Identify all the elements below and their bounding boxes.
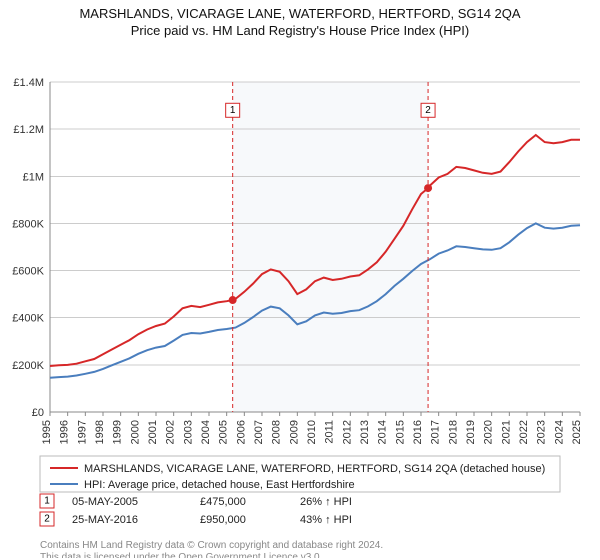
y-tick-label: £800K xyxy=(12,218,44,230)
legend-label: HPI: Average price, detached house, East… xyxy=(84,479,355,491)
chart-svg: £0 £200K £400K £600K £800K £1M £1.2M £1.4M 1995 1… xyxy=(0,38,600,558)
title-line-2: Price paid vs. HM Land Registry's House … xyxy=(0,23,600,38)
x-tick-label: 1997 xyxy=(76,420,88,444)
footer-line-2: This data is licensed under the Open Gov… xyxy=(40,552,322,558)
x-tick-label: 2015 xyxy=(394,420,406,444)
sale-number: 2 xyxy=(44,514,50,525)
x-tick-label: 2022 xyxy=(518,420,530,444)
x-tick-label: 2011 xyxy=(324,420,336,444)
shaded-band xyxy=(233,82,428,412)
marker-label-text: 1 xyxy=(230,105,236,116)
marker-dot xyxy=(229,296,237,304)
x-tick-label: 2023 xyxy=(536,420,548,444)
x-tick-label: 1995 xyxy=(41,420,53,444)
x-tick-label: 2004 xyxy=(200,420,212,444)
title-block: MARSHLANDS, VICARAGE LANE, WATERFORD, HE… xyxy=(0,0,600,38)
footer-line-1: Contains HM Land Registry data © Crown c… xyxy=(40,540,383,551)
y-tick-label: £1M xyxy=(23,171,44,183)
x-tick-label: 2013 xyxy=(359,420,371,444)
x-tick-label: 1996 xyxy=(59,420,71,444)
x-tick-label: 2019 xyxy=(465,420,477,444)
x-tick-label: 2005 xyxy=(218,420,230,444)
marker-label-text: 2 xyxy=(425,105,431,116)
x-tick-label: 1999 xyxy=(112,420,124,444)
x-tick-label: 2001 xyxy=(147,420,159,444)
sale-date: 05-MAY-2005 xyxy=(72,496,138,508)
chart-container: MARSHLANDS, VICARAGE LANE, WATERFORD, HE… xyxy=(0,0,600,560)
x-tick-label: 2012 xyxy=(341,420,353,444)
x-tick-label: 1998 xyxy=(94,420,106,444)
sale-date: 25-MAY-2016 xyxy=(72,514,138,526)
y-tick-label: £1.2M xyxy=(13,124,44,136)
x-tick-label: 2010 xyxy=(306,420,318,444)
x-tick-label: 2014 xyxy=(377,420,389,444)
y-tick-label: £600K xyxy=(12,266,44,278)
marker-dot xyxy=(424,184,432,192)
sale-price: £475,000 xyxy=(200,496,246,508)
x-tick-label: 2003 xyxy=(182,420,194,444)
x-tick-label: 2007 xyxy=(253,420,265,444)
y-tick-label: £200K xyxy=(12,360,44,372)
x-tick-label: 2006 xyxy=(235,420,247,444)
x-tick-label: 2008 xyxy=(271,420,283,444)
y-tick-label: £0 xyxy=(32,407,44,419)
sale-diff: 26% ↑ HPI xyxy=(300,496,352,508)
sale-number: 1 xyxy=(44,496,50,507)
x-tick-label: 2017 xyxy=(430,420,442,444)
y-tick-label: £400K xyxy=(12,313,44,325)
x-tick-label: 2000 xyxy=(129,420,141,444)
x-tick-label: 2009 xyxy=(288,420,300,444)
x-tick-label: 2020 xyxy=(483,420,495,444)
x-tick-label: 2002 xyxy=(165,420,177,444)
title-line-1: MARSHLANDS, VICARAGE LANE, WATERFORD, HE… xyxy=(0,6,600,21)
sale-price: £950,000 xyxy=(200,514,246,526)
x-tick-label: 2021 xyxy=(500,420,512,444)
legend-label: MARSHLANDS, VICARAGE LANE, WATERFORD, HE… xyxy=(84,463,545,475)
sale-diff: 43% ↑ HPI xyxy=(300,514,352,526)
x-tick-label: 2024 xyxy=(553,420,565,444)
y-tick-label: £1.4M xyxy=(13,77,44,89)
x-tick-label: 2016 xyxy=(412,420,424,444)
x-tick-label: 2018 xyxy=(447,420,459,444)
x-tick-label: 2025 xyxy=(571,420,583,444)
